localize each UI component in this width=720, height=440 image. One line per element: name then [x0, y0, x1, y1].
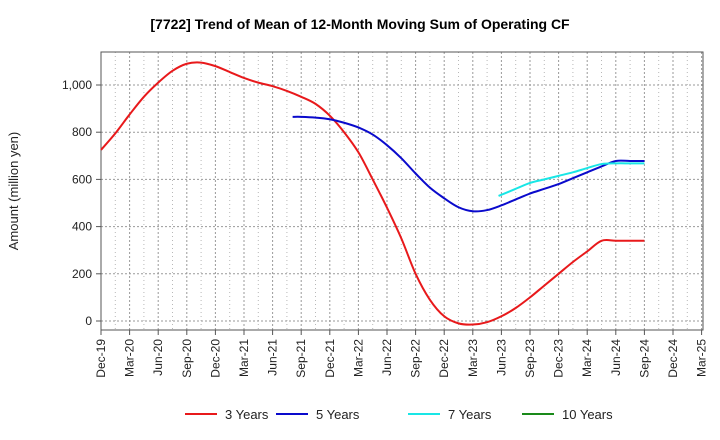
legend-label-3-years: 3 Years — [225, 407, 269, 422]
series-line-3-years — [100, 61, 645, 326]
x-tick-label: Mar-22 — [351, 339, 365, 377]
y-tick-label: 200 — [72, 267, 92, 281]
x-tick-label: Sep-22 — [409, 339, 423, 378]
x-tick-label: Mar-21 — [237, 339, 251, 377]
x-tick-label: Mar-25 — [695, 339, 709, 377]
x-tick-label: Sep-23 — [523, 339, 537, 378]
x-tick-label: Mar-24 — [580, 339, 594, 377]
y-tick-label: 0 — [85, 314, 92, 328]
series-lines — [100, 61, 645, 326]
plot-frame — [100, 51, 704, 331]
chart-title: [7722] Trend of Mean of 12-Month Moving … — [150, 16, 570, 32]
y-tick-label: 600 — [72, 172, 92, 186]
y-tick-label: 1,000 — [62, 78, 92, 92]
x-tick-label: Sep-21 — [294, 339, 308, 378]
y-axis: 0 200 400 600 800 1,000 — [62, 78, 101, 328]
x-tick-label: Jun-24 — [609, 339, 623, 376]
legend: 3 Years 5 Years 7 Years 10 Years — [185, 407, 613, 422]
x-tick-label: Mar-20 — [123, 339, 137, 377]
x-tick-label: Sep-24 — [637, 339, 651, 378]
x-axis: Dec-19 Mar-20 Jun-20 Sep-20 Dec-20 Mar-21 Jun-… — [94, 330, 709, 378]
y-tick-label: 800 — [72, 125, 92, 139]
x-tick-label: Jun-20 — [151, 339, 165, 376]
legend-label-7-years: 7 Years — [448, 407, 492, 422]
x-tick-label: Dec-23 — [552, 339, 566, 378]
legend-label-10-years: 10 Years — [562, 407, 613, 422]
x-tick-label: Jun-23 — [494, 339, 508, 376]
series-line-7-years — [498, 162, 645, 197]
legend-label-5-years: 5 Years — [316, 407, 360, 422]
x-tick-label: Mar-23 — [466, 339, 480, 377]
y-tick-label: 400 — [72, 220, 92, 234]
x-tick-label: Dec-24 — [666, 339, 680, 378]
x-tick-label: Dec-22 — [437, 339, 451, 378]
grid — [100, 52, 703, 330]
series-line-5-years — [292, 115, 645, 213]
x-tick-label: Jun-21 — [266, 339, 280, 376]
y-axis-title: Amount (million yen) — [6, 132, 21, 251]
x-tick-label: Dec-19 — [94, 339, 108, 378]
x-tick-label: Jun-22 — [380, 339, 394, 376]
x-tick-label: Dec-21 — [323, 339, 337, 378]
x-tick-label: Sep-20 — [180, 339, 194, 378]
x-tick-label: Dec-20 — [208, 339, 222, 378]
